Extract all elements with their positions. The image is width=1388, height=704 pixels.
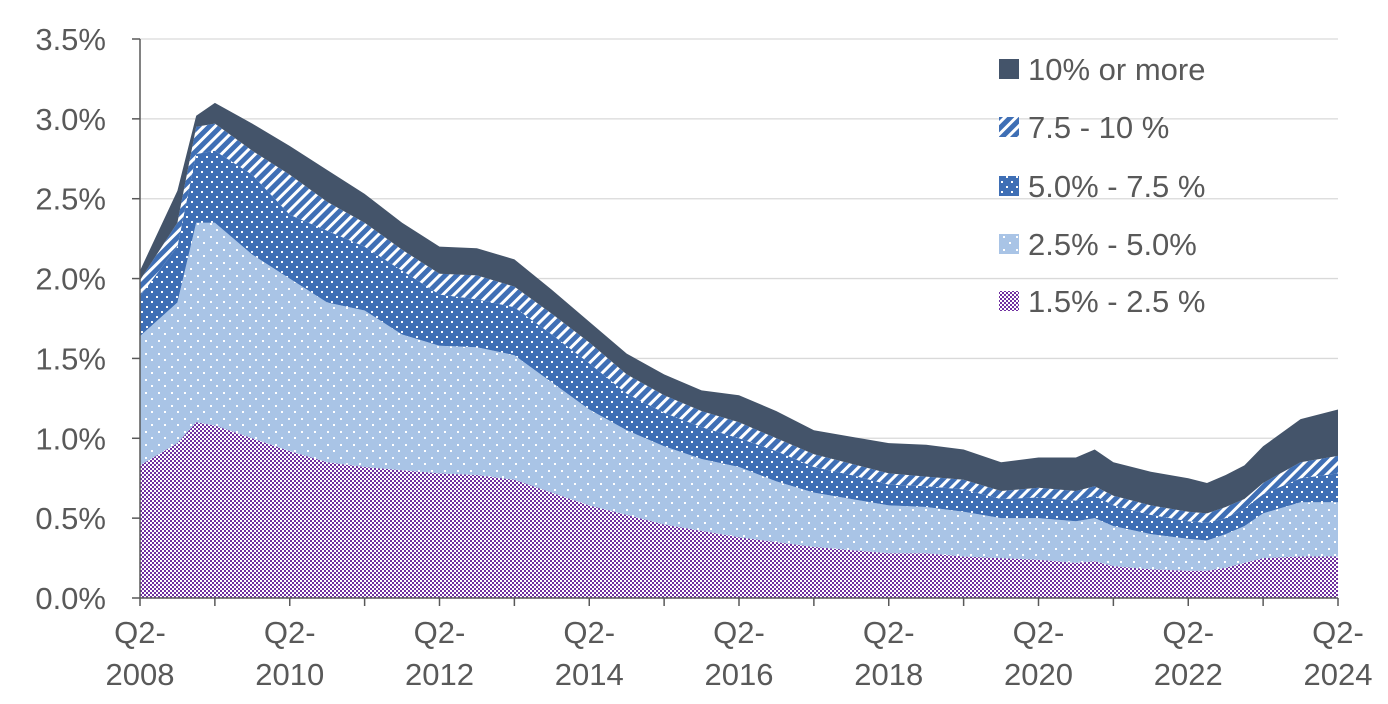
x-tick-label: Q2-2014 — [554, 615, 624, 692]
legend-swatch — [999, 176, 1019, 196]
legend-label: 10% or more — [1028, 52, 1205, 87]
area-series-3 — [140, 150, 1338, 541]
y-tick-label: 0.5% — [35, 501, 106, 536]
legend-swatch — [999, 59, 1019, 79]
y-tick-label: 2.5% — [35, 182, 106, 217]
legend-label: 7.5 - 10 % — [1028, 110, 1169, 145]
legend-item: 2.5% - 5.0% — [999, 227, 1197, 262]
x-tick-label: Q2-2024 — [1303, 615, 1373, 692]
x-tick-label: Q2-2010 — [255, 615, 325, 692]
area-layers — [140, 102, 1338, 598]
legend-label: 2.5% - 5.0% — [1028, 227, 1197, 262]
y-tick-label: 1.0% — [35, 421, 106, 456]
x-tick-label: Q2-2016 — [704, 615, 774, 692]
legend-swatch — [999, 117, 1019, 137]
legend-item: 1.5% - 2.5 % — [999, 284, 1205, 319]
legend-item: 5.0% - 7.5 % — [999, 169, 1205, 204]
legend-swatch — [999, 234, 1019, 254]
legend-label: 5.0% - 7.5 % — [1028, 169, 1205, 204]
x-tick-label: Q2-2012 — [405, 615, 474, 692]
legend-item: 10% or more — [999, 52, 1205, 87]
area-series-1 — [140, 422, 1338, 598]
y-tick-label: 3.5% — [35, 22, 106, 57]
legend-swatch — [999, 291, 1019, 311]
x-tick-label: Q2-2018 — [854, 615, 924, 692]
x-tick-label: Q2-2022 — [1153, 615, 1223, 692]
area-series-2 — [140, 222, 1338, 571]
y-tick-label: 1.5% — [35, 341, 106, 376]
y-tick-label: 2.0% — [35, 262, 106, 297]
legend-item: 7.5 - 10 % — [999, 110, 1169, 145]
area-series-5 — [140, 102, 1338, 514]
y-tick-label: 3.0% — [35, 102, 106, 137]
x-tick-label: Q2-2008 — [105, 615, 175, 692]
area-series-4 — [140, 123, 1338, 523]
x-tick-label: Q2-2020 — [1004, 615, 1073, 692]
y-tick-label: 0.0% — [35, 581, 106, 616]
legend-label: 1.5% - 2.5 % — [1028, 284, 1205, 319]
axes: 0.0% 0.5% 1.0% 1.5% 2.0% 2.5% 3.0% 3.5% — [35, 22, 1339, 616]
legend: 10% or more 7.5 - 10 % 5.0% - 7.5 % 2.5% - … — [999, 52, 1205, 319]
